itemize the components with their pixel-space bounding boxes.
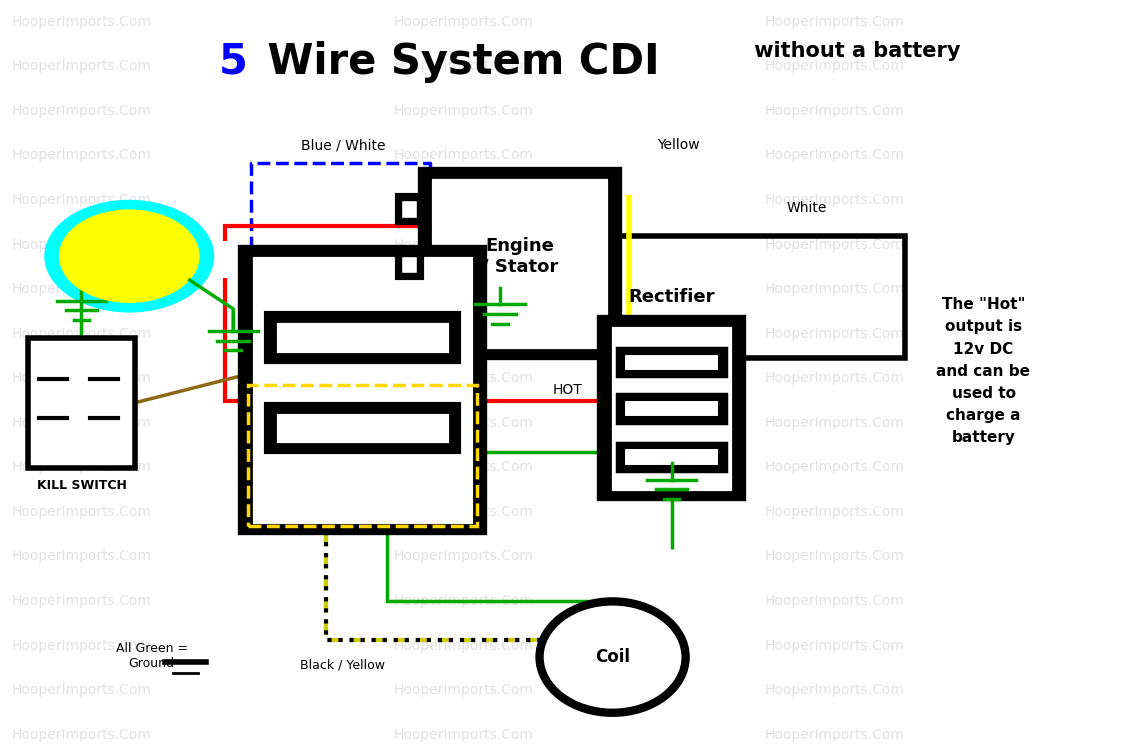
Bar <box>248 385 477 527</box>
Text: HooperImports.Com: HooperImports.Com <box>393 282 533 297</box>
Text: HooperImports.Com: HooperImports.Com <box>393 238 533 252</box>
Text: Black / Yellow: Black / Yellow <box>300 658 386 671</box>
Ellipse shape <box>540 601 686 713</box>
Bar <box>401 256 417 273</box>
Text: HooperImports.Com: HooperImports.Com <box>11 327 151 340</box>
Text: HooperImports.Com: HooperImports.Com <box>764 416 904 430</box>
Text: HooperImports.Com: HooperImports.Com <box>11 683 151 697</box>
Text: Yellow: Yellow <box>658 139 700 152</box>
Circle shape <box>60 210 199 302</box>
Text: HooperImports.Com: HooperImports.Com <box>764 371 904 385</box>
Text: HooperImports.Com: HooperImports.Com <box>764 238 904 252</box>
Text: HOT: HOT <box>553 383 582 397</box>
Text: HooperImports.Com: HooperImports.Com <box>764 505 904 519</box>
Text: HooperImports.Com: HooperImports.Com <box>764 104 904 118</box>
Text: HooperImports.Com: HooperImports.Com <box>764 549 904 563</box>
Text: White: White <box>787 201 827 215</box>
Bar <box>251 255 474 525</box>
Text: HooperImports.Com: HooperImports.Com <box>11 104 151 118</box>
Text: HooperImports.Com: HooperImports.Com <box>11 638 151 653</box>
Text: HooperImports.Com: HooperImports.Com <box>11 193 151 207</box>
Text: HooperImports.Com: HooperImports.Com <box>764 638 904 653</box>
Text: HooperImports.Com: HooperImports.Com <box>11 505 151 519</box>
Text: All Green =
Ground: All Green = Ground <box>116 642 188 670</box>
Text: HooperImports.Com: HooperImports.Com <box>393 460 533 475</box>
Bar <box>397 194 422 223</box>
Text: Engine
/ Stator: Engine / Stator <box>482 237 558 276</box>
Text: HooperImports.Com: HooperImports.Com <box>764 460 904 475</box>
Text: KILL SWITCH: KILL SWITCH <box>37 479 126 492</box>
Bar <box>275 412 450 445</box>
Bar <box>242 249 483 531</box>
Text: HooperImports.Com: HooperImports.Com <box>11 282 151 297</box>
Bar <box>617 443 726 471</box>
Text: HooperImports.Com: HooperImports.Com <box>393 371 533 385</box>
Bar <box>422 171 618 356</box>
Text: HooperImports.Com: HooperImports.Com <box>11 416 151 430</box>
Text: HooperImports.Com: HooperImports.Com <box>393 327 533 340</box>
Text: HooperImports.Com: HooperImports.Com <box>764 148 904 162</box>
Text: HooperImports.Com: HooperImports.Com <box>764 60 904 74</box>
Text: HooperImports.Com: HooperImports.Com <box>11 594 151 608</box>
Text: HooperImports.Com: HooperImports.Com <box>11 238 151 252</box>
Bar <box>617 394 726 422</box>
Text: HooperImports.Com: HooperImports.Com <box>11 148 151 162</box>
Text: HooperImports.Com: HooperImports.Com <box>11 60 151 74</box>
Text: HooperImports.Com: HooperImports.Com <box>393 594 533 608</box>
Text: HooperImports.Com: HooperImports.Com <box>393 728 533 741</box>
Text: HooperImports.Com: HooperImports.Com <box>393 148 533 162</box>
Text: HooperImports.Com: HooperImports.Com <box>764 594 904 608</box>
Circle shape <box>45 200 214 312</box>
Bar <box>266 314 459 361</box>
Bar <box>430 177 609 350</box>
Text: HooperImports.Com: HooperImports.Com <box>393 549 533 563</box>
Bar <box>610 326 733 492</box>
Text: HooperImports.Com: HooperImports.Com <box>393 15 533 29</box>
Text: HooperImports.Com: HooperImports.Com <box>393 505 533 519</box>
Bar <box>624 400 719 417</box>
Text: HooperImports.Com: HooperImports.Com <box>393 104 533 118</box>
Text: without a battery: without a battery <box>747 41 961 61</box>
Text: The "Hot"
output is
12v DC
and can be
used to
charge a
battery: The "Hot" output is 12v DC and can be us… <box>936 297 1031 446</box>
Text: HooperImports.Com: HooperImports.Com <box>11 728 151 741</box>
Text: HooperImports.Com: HooperImports.Com <box>393 638 533 653</box>
Text: Wire System CDI: Wire System CDI <box>253 41 660 83</box>
Text: HooperImports.Com: HooperImports.Com <box>764 15 904 29</box>
Text: HooperImports.Com: HooperImports.Com <box>764 327 904 340</box>
Text: HooperImports.Com: HooperImports.Com <box>11 460 151 475</box>
Bar <box>397 250 422 279</box>
Bar <box>266 404 459 452</box>
Bar <box>624 354 719 371</box>
Bar <box>401 200 417 218</box>
Text: HooperImports.Com: HooperImports.Com <box>393 416 533 430</box>
Text: HooperImports.Com: HooperImports.Com <box>764 193 904 207</box>
Text: HooperImports.Com: HooperImports.Com <box>764 282 904 297</box>
Text: HooperImports.Com: HooperImports.Com <box>393 60 533 74</box>
Text: Blue / White: Blue / White <box>300 139 386 152</box>
Text: HooperImports.Com: HooperImports.Com <box>11 549 151 563</box>
Text: HooperImports.Com: HooperImports.Com <box>764 683 904 697</box>
Text: HooperImports.Com: HooperImports.Com <box>11 15 151 29</box>
Text: 5: 5 <box>219 41 248 83</box>
Bar <box>28 337 135 468</box>
Text: Rectifier: Rectifier <box>628 288 715 306</box>
Text: Coil: Coil <box>595 648 631 666</box>
Bar <box>624 448 719 466</box>
Text: HooperImports.Com: HooperImports.Com <box>764 728 904 741</box>
Text: HooperImports.Com: HooperImports.Com <box>393 683 533 697</box>
Bar <box>617 348 726 376</box>
Bar <box>601 320 742 498</box>
Text: HooperImports.Com: HooperImports.Com <box>11 371 151 385</box>
Bar <box>275 322 450 354</box>
Text: HooperImports.Com: HooperImports.Com <box>393 193 533 207</box>
